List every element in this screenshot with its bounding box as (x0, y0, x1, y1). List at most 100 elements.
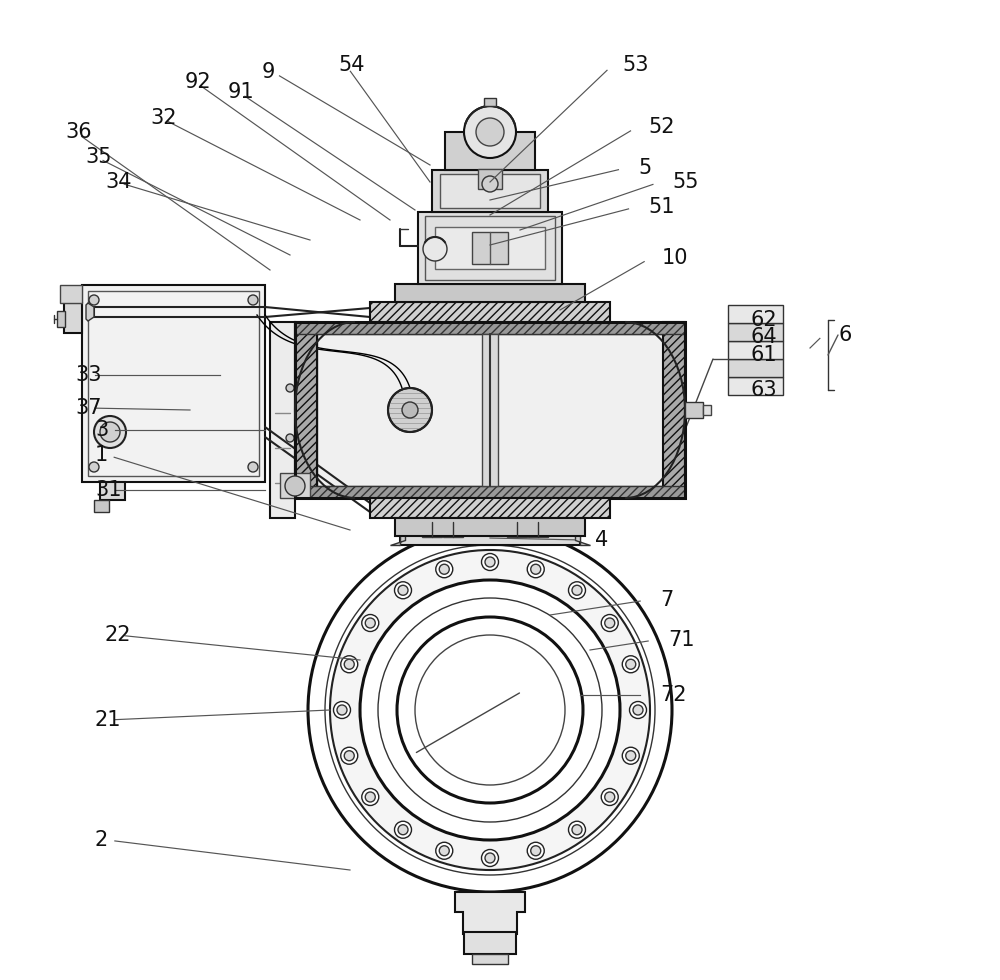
Text: 10: 10 (662, 248, 688, 268)
Text: 62: 62 (750, 310, 777, 330)
Circle shape (527, 561, 544, 578)
Polygon shape (663, 322, 685, 498)
Circle shape (485, 557, 495, 567)
Text: 31: 31 (95, 480, 122, 500)
Circle shape (402, 402, 418, 418)
Circle shape (378, 598, 602, 822)
Text: 33: 33 (75, 365, 102, 385)
Text: 7: 7 (660, 590, 673, 610)
Bar (728, 323, 783, 341)
Text: 36: 36 (65, 122, 92, 142)
Polygon shape (455, 488, 525, 528)
Text: 21: 21 (95, 710, 122, 730)
Bar (728, 359, 783, 377)
Circle shape (633, 705, 643, 715)
Bar (400, 508, 580, 545)
Polygon shape (455, 892, 525, 934)
Bar (317, 334, 663, 486)
Text: 22: 22 (105, 625, 132, 645)
Polygon shape (390, 508, 405, 545)
Text: 35: 35 (85, 147, 112, 167)
Circle shape (325, 545, 655, 875)
Circle shape (398, 585, 408, 595)
Circle shape (464, 106, 516, 158)
Bar (425, 216, 555, 280)
Bar (100, 482, 125, 500)
Bar (370, 302, 610, 322)
Bar (528, 522, 548, 537)
Polygon shape (86, 303, 94, 321)
Circle shape (439, 564, 449, 574)
Circle shape (476, 118, 504, 146)
Text: 72: 72 (660, 685, 686, 705)
Text: 32: 32 (150, 108, 176, 128)
Bar (295, 322, 685, 498)
Circle shape (482, 554, 498, 570)
Circle shape (601, 614, 618, 631)
Bar (472, 954, 508, 964)
Circle shape (395, 821, 412, 838)
Text: 1: 1 (95, 445, 108, 465)
Text: 63: 63 (750, 380, 777, 400)
Circle shape (605, 618, 615, 628)
Circle shape (423, 237, 447, 261)
Bar (64, 303, 82, 333)
Circle shape (286, 434, 294, 442)
Bar (94, 500, 109, 512)
Bar (478, 169, 502, 189)
Circle shape (362, 789, 379, 806)
Circle shape (286, 384, 294, 392)
Bar (464, 932, 516, 954)
Text: 54: 54 (338, 55, 364, 75)
Circle shape (362, 614, 379, 631)
Text: 9: 9 (262, 62, 275, 82)
Text: 92: 92 (185, 72, 212, 92)
Circle shape (337, 705, 347, 715)
Bar (57, 311, 65, 327)
Circle shape (626, 660, 636, 669)
Circle shape (568, 821, 585, 838)
Bar (728, 341, 783, 359)
Polygon shape (575, 508, 590, 545)
Circle shape (527, 842, 544, 859)
Circle shape (344, 660, 354, 669)
Circle shape (485, 853, 495, 863)
Text: 37: 37 (75, 398, 102, 418)
Circle shape (286, 484, 294, 492)
Text: 71: 71 (668, 630, 694, 650)
Circle shape (572, 585, 582, 595)
Bar (445, 132, 535, 170)
Text: 64: 64 (750, 327, 777, 347)
Circle shape (436, 561, 453, 578)
Text: 2: 2 (95, 830, 108, 850)
Circle shape (334, 702, 351, 718)
Circle shape (308, 528, 672, 892)
Circle shape (89, 295, 99, 305)
Text: 5: 5 (638, 158, 651, 178)
Bar (60, 285, 82, 303)
Bar (395, 518, 585, 536)
Bar (435, 227, 545, 269)
Bar (82, 285, 265, 482)
Circle shape (601, 789, 618, 806)
Bar (395, 284, 585, 302)
Circle shape (436, 842, 453, 859)
Circle shape (360, 580, 620, 840)
Circle shape (344, 751, 354, 760)
Polygon shape (295, 322, 317, 498)
Circle shape (397, 617, 583, 803)
Bar (472, 232, 508, 264)
Circle shape (482, 850, 498, 866)
Bar (484, 98, 496, 106)
Circle shape (89, 462, 99, 472)
Text: 6: 6 (838, 325, 851, 345)
Bar (88, 291, 259, 476)
Circle shape (622, 747, 639, 764)
Circle shape (439, 846, 449, 856)
Circle shape (398, 825, 408, 835)
Text: 4: 4 (595, 530, 608, 550)
Circle shape (622, 656, 639, 672)
Circle shape (482, 176, 498, 192)
Circle shape (100, 422, 120, 442)
Circle shape (248, 295, 258, 305)
